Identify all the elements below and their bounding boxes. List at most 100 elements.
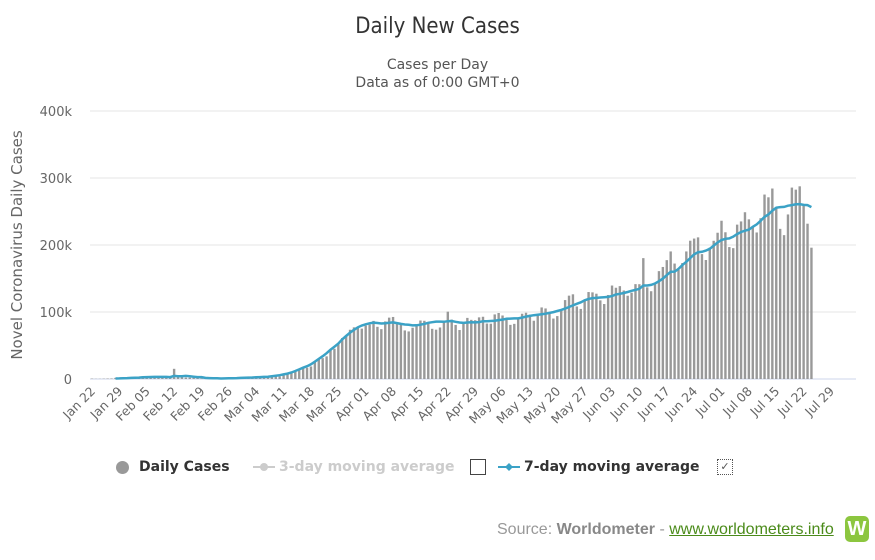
bar-daily-cases[interactable] — [763, 194, 766, 379]
bar-daily-cases[interactable] — [188, 377, 191, 379]
bar-daily-cases[interactable] — [423, 320, 426, 379]
bar-daily-cases[interactable] — [352, 327, 356, 379]
bar-daily-cases[interactable] — [497, 313, 500, 379]
bar-daily-cases[interactable] — [180, 377, 184, 379]
bar-daily-cases[interactable] — [642, 258, 645, 379]
bar-daily-cases[interactable] — [622, 290, 625, 379]
bar-daily-cases[interactable] — [325, 356, 328, 379]
bar-daily-cases[interactable] — [720, 220, 723, 379]
bar-daily-cases[interactable] — [278, 376, 281, 379]
bar-daily-cases[interactable] — [739, 221, 743, 379]
bar-daily-cases[interactable] — [771, 188, 774, 379]
bar-daily-cases[interactable] — [114, 377, 117, 379]
bar-daily-cases[interactable] — [384, 321, 387, 379]
bar-daily-cases[interactable] — [403, 330, 406, 379]
bar-daily-cases[interactable] — [704, 260, 708, 379]
bar-daily-cases[interactable] — [552, 318, 555, 379]
bar-daily-cases[interactable] — [665, 260, 668, 379]
bar-daily-cases[interactable] — [387, 317, 391, 379]
bar-daily-cases[interactable] — [606, 294, 610, 379]
bar-daily-cases[interactable] — [501, 315, 504, 379]
checkbox-checked-icon[interactable]: ✓ — [717, 459, 733, 475]
bar-daily-cases[interactable] — [427, 322, 430, 379]
bar-daily-cases[interactable] — [646, 287, 649, 379]
checkbox-unchecked-icon[interactable] — [470, 459, 486, 475]
bar-daily-cases[interactable] — [364, 325, 367, 379]
bar-daily-cases[interactable] — [313, 361, 317, 379]
bar-daily-cases[interactable] — [395, 322, 399, 379]
bar-daily-cases[interactable] — [802, 205, 805, 379]
bar-daily-cases[interactable] — [337, 343, 340, 379]
bar-daily-cases[interactable] — [575, 306, 579, 379]
bar-daily-cases[interactable] — [587, 292, 590, 379]
bar-daily-cases[interactable] — [520, 313, 524, 379]
bar-daily-cases[interactable] — [372, 320, 375, 379]
bar-daily-cases[interactable] — [775, 207, 778, 379]
bar-daily-cases[interactable] — [673, 263, 676, 379]
bar-daily-cases[interactable] — [790, 187, 794, 379]
bar-daily-cases[interactable] — [810, 247, 813, 379]
bar-daily-cases[interactable] — [481, 316, 485, 379]
bar-daily-cases[interactable] — [399, 323, 403, 379]
bar-daily-cases[interactable] — [282, 375, 285, 379]
bar-daily-cases[interactable] — [759, 218, 762, 379]
bar-daily-cases[interactable] — [528, 314, 532, 379]
bar-daily-cases[interactable] — [669, 251, 672, 379]
bar-daily-cases[interactable] — [329, 349, 332, 379]
bar-daily-cases[interactable] — [700, 254, 704, 379]
bar-daily-cases[interactable] — [630, 292, 633, 379]
bar-daily-cases[interactable] — [689, 240, 692, 379]
bar-daily-cases[interactable] — [653, 284, 657, 379]
bar-daily-cases[interactable] — [681, 263, 684, 379]
bar-daily-cases[interactable] — [172, 368, 176, 379]
bar-daily-cases[interactable] — [294, 371, 297, 379]
bar-daily-cases[interactable] — [599, 300, 602, 379]
bar-daily-cases[interactable] — [419, 320, 422, 379]
bar-daily-cases[interactable] — [657, 271, 661, 379]
bar-daily-cases[interactable] — [560, 310, 563, 379]
bar-daily-cases[interactable] — [735, 224, 739, 379]
bar-daily-cases[interactable] — [434, 329, 438, 379]
bar-daily-cases[interactable] — [442, 322, 446, 379]
bar-daily-cases[interactable] — [473, 320, 477, 379]
bar-daily-cases[interactable] — [751, 226, 754, 379]
bar-daily-cases[interactable] — [571, 294, 575, 379]
bar-daily-cases[interactable] — [344, 336, 348, 379]
bar-daily-cases[interactable] — [544, 308, 547, 379]
legend-item-daily-cases[interactable]: Daily Cases — [116, 456, 230, 478]
bar-daily-cases[interactable] — [411, 327, 414, 379]
bar-daily-cases[interactable] — [696, 237, 700, 379]
bar-daily-cases[interactable] — [540, 307, 543, 379]
bar-daily-cases[interactable] — [356, 327, 360, 379]
bar-daily-cases[interactable] — [556, 316, 559, 379]
bar-daily-cases[interactable] — [380, 329, 383, 379]
bar-daily-cases[interactable] — [747, 219, 751, 379]
bar-daily-cases[interactable] — [477, 317, 481, 379]
bar-daily-cases[interactable] — [438, 327, 442, 379]
bar-daily-cases[interactable] — [548, 313, 551, 379]
bar-daily-cases[interactable] — [274, 375, 277, 379]
bar-daily-cases[interactable] — [732, 248, 735, 379]
bar-daily-cases[interactable] — [458, 330, 461, 379]
bar-daily-cases[interactable] — [677, 269, 680, 379]
bar-daily-cases[interactable] — [333, 348, 336, 379]
bar-daily-cases[interactable] — [536, 315, 539, 379]
bar-daily-cases[interactable] — [567, 295, 571, 379]
bar-daily-cases[interactable] — [634, 284, 637, 379]
bar-daily-cases[interactable] — [298, 369, 301, 379]
bar-daily-cases[interactable] — [509, 324, 512, 379]
bar-daily-cases[interactable] — [638, 284, 641, 379]
bar-daily-cases[interactable] — [360, 328, 363, 379]
legend-item-checkbox[interactable]: ✓ — [717, 456, 733, 478]
source-link[interactable]: www.worldometers.info — [669, 521, 834, 538]
bar-daily-cases[interactable] — [462, 323, 465, 379]
bar-daily-cases[interactable] — [610, 285, 614, 379]
bar-daily-cases[interactable] — [618, 286, 622, 379]
bar-daily-cases[interactable] — [391, 316, 395, 379]
bar-daily-cases[interactable] — [317, 358, 320, 379]
bar-daily-cases[interactable] — [466, 317, 469, 379]
bar-daily-cases[interactable] — [192, 377, 195, 379]
bar-daily-cases[interactable] — [470, 319, 473, 379]
bar-daily-cases[interactable] — [724, 232, 727, 379]
bar-daily-cases[interactable] — [603, 304, 606, 379]
